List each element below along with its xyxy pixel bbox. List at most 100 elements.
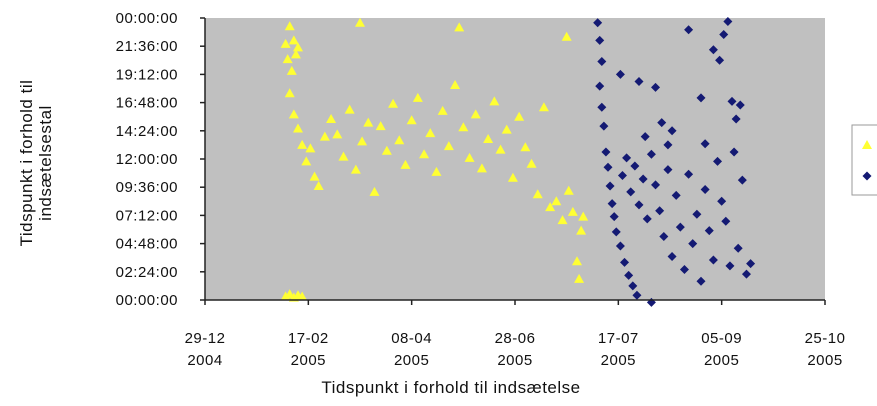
data-point-diamond <box>615 69 625 79</box>
data-point-triangle <box>282 54 293 64</box>
data-point-triangle <box>576 225 587 235</box>
data-point-diamond <box>696 93 706 103</box>
data-point-triangle <box>567 206 578 216</box>
data-point-triangle <box>288 35 299 45</box>
data-point-diamond <box>640 132 650 142</box>
data-point-diamond <box>597 102 607 112</box>
data-point-diamond <box>646 149 656 159</box>
data-point-triangle <box>301 156 312 166</box>
data-point-triangle <box>286 65 297 75</box>
data-point-triangle <box>309 171 320 181</box>
data-point-diamond <box>719 29 729 39</box>
data-point-triangle <box>572 256 582 266</box>
data-point-diamond <box>597 56 607 66</box>
data-point-triangle <box>332 129 343 139</box>
data-point-diamond <box>741 269 751 279</box>
data-point-diamond <box>634 76 644 86</box>
data-point-diamond <box>667 126 677 136</box>
legend-item-series-2 <box>862 171 872 181</box>
x-tick-label-year: 2005 <box>497 352 532 369</box>
x-axis-ticks: 29-12 2004 17-02 2005 08-04 2005 28-06 2005 17-0… <box>185 300 846 369</box>
data-point-triangle <box>297 139 308 149</box>
data-point-diamond <box>731 114 741 124</box>
y-tick-label: 07:12:00 <box>116 207 178 224</box>
y-tick-label: 00:00:00 <box>116 292 178 309</box>
data-point-triangle <box>532 189 543 199</box>
x-tick-label-date: 25-10 <box>805 330 846 347</box>
data-point-diamond <box>657 118 667 128</box>
data-point-diamond <box>651 180 661 190</box>
data-point-diamond <box>617 170 627 180</box>
data-point-triangle <box>350 164 361 174</box>
data-point-triangle <box>501 124 512 134</box>
y-axis-title-line-2: indsætelsestal <box>36 105 55 221</box>
series-2 <box>593 17 756 307</box>
data-point-diamond <box>735 100 745 110</box>
data-point-triangle <box>454 22 465 32</box>
data-point-triangle <box>574 273 585 283</box>
data-point-triangle <box>412 92 423 102</box>
plot-area <box>205 18 825 300</box>
data-point-diamond <box>605 181 615 191</box>
data-point-triangle <box>470 109 481 119</box>
data-point-diamond <box>628 281 638 291</box>
data-point-triangle <box>319 131 330 141</box>
data-point-diamond <box>663 165 673 175</box>
data-point-diamond <box>593 18 603 28</box>
y-tick-label: 16:48:00 <box>116 95 178 112</box>
x-axis-title: Tidspunkt i forhold til indsætelse <box>321 378 580 397</box>
data-point-diamond <box>655 206 665 216</box>
x-tick-label-year: 2004 <box>187 352 222 369</box>
legend <box>851 124 877 196</box>
data-point-triangle <box>419 149 430 159</box>
data-point-triangle <box>394 135 405 145</box>
data-point-diamond <box>727 96 737 106</box>
x-tick-label-year: 2005 <box>704 352 739 369</box>
data-point-diamond <box>626 187 636 197</box>
y-tick-label: 04:48:00 <box>116 236 178 253</box>
data-point-triangle <box>520 142 531 152</box>
legend-marker-diamond <box>862 171 872 181</box>
data-point-diamond <box>721 216 731 226</box>
data-point-triangle <box>489 96 500 106</box>
y-tick-label: 12:00:00 <box>116 151 178 168</box>
data-point-diamond <box>671 190 681 200</box>
data-point-diamond <box>601 147 611 157</box>
data-point-diamond <box>704 226 714 236</box>
data-point-diamond <box>708 45 718 55</box>
data-point-diamond <box>624 270 634 280</box>
data-point-triangle <box>363 117 374 127</box>
data-point-diamond <box>642 214 652 224</box>
data-point-diamond <box>717 196 727 206</box>
x-tick-label-date: 29-12 <box>185 330 226 347</box>
data-point-triangle <box>458 122 469 132</box>
data-point-diamond <box>651 82 661 92</box>
data-point-diamond <box>692 209 702 219</box>
x-tick-label-date: 08-04 <box>391 330 432 347</box>
data-point-triangle <box>464 152 475 162</box>
data-point-triangle <box>288 109 299 119</box>
data-point-diamond <box>634 200 644 210</box>
legend-item-series-1 <box>862 140 872 149</box>
data-point-triangle <box>284 88 295 98</box>
data-point-diamond <box>713 156 723 166</box>
y-tick-label: 09:36:00 <box>116 179 178 196</box>
y-tick-label: 19:12:00 <box>116 66 178 83</box>
y-tick-label: 02:24:00 <box>116 264 178 281</box>
x-tick-label-date: 17-07 <box>598 330 639 347</box>
data-point-triangle <box>388 98 399 108</box>
data-point-diamond <box>607 199 617 209</box>
data-point-triangle <box>381 145 392 155</box>
data-point-triangle <box>437 105 448 115</box>
y-tick-label: 14:24:00 <box>116 123 178 140</box>
data-point-triangle <box>284 21 295 31</box>
data-point-triangle <box>400 159 411 169</box>
data-point-diamond <box>708 255 718 265</box>
legend-box <box>851 124 877 196</box>
series-layer <box>280 17 756 307</box>
data-point-triangle <box>514 111 525 121</box>
data-point-diamond <box>595 81 605 91</box>
data-point-diamond <box>599 121 609 131</box>
data-point-diamond <box>630 161 640 171</box>
data-point-triangle <box>431 166 442 176</box>
